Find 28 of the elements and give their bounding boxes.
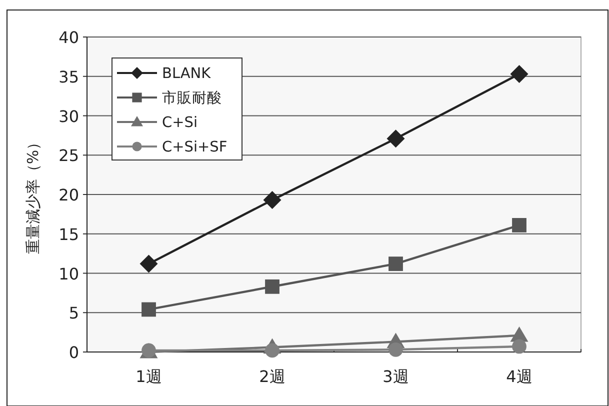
legend-label: C+Si+SF [162,140,228,156]
point [512,218,526,232]
point [388,256,403,271]
y-tick-label: 25 [58,146,79,166]
point [512,339,526,354]
y-axis-title: 重量減少率（%） [24,134,42,254]
point [510,65,528,84]
point [142,302,156,317]
y-tick-label: 20 [58,186,79,204]
x-tick-label: 2週 [259,367,286,386]
y-tick-label: 10 [58,264,79,284]
y-tick-label: 0 [68,343,79,362]
y-tick-label: 40 [58,28,79,47]
point [263,191,282,210]
x-tick-label: 3週 [382,367,409,386]
y-tick-label: 35 [58,67,79,86]
y-tick-label: 5 [68,304,79,323]
x-tick-label: 4週 [506,367,532,386]
point [386,130,405,148]
legend-label: 市販耐酸 [162,90,222,106]
legend-label: C+Si [162,115,198,131]
x-tick-label: 1週 [136,367,162,386]
point [388,342,403,357]
point [140,254,158,273]
point [265,279,280,294]
y-tick-label: 30 [58,106,79,126]
legend-label: BLANK [162,66,212,82]
y-tick-label: 15 [58,224,79,244]
